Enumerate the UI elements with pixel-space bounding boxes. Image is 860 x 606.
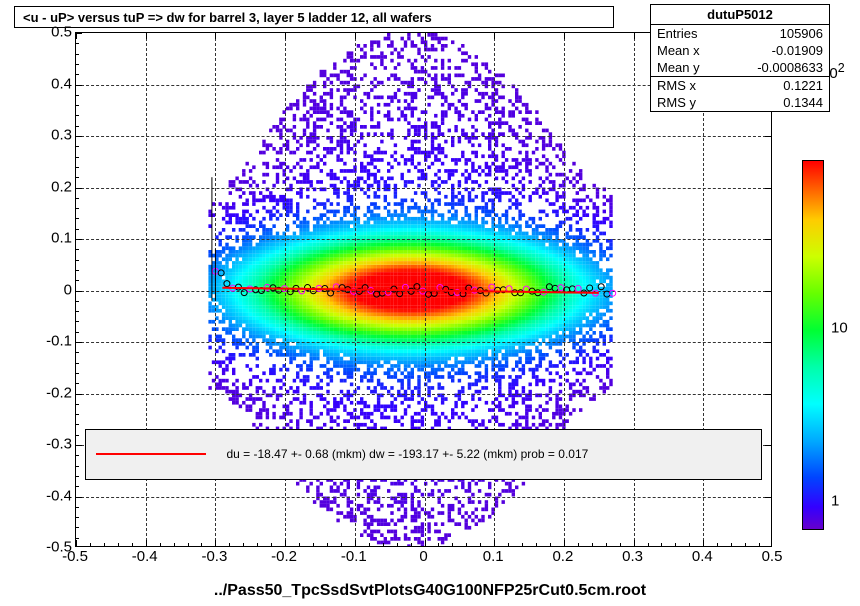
stats-rmsx-value: 0.1221 (783, 78, 823, 93)
x-tick-label: -0.1 (341, 548, 367, 565)
y-tick-label: 0.4 (32, 75, 72, 92)
y-tick-label: -0.5 (32, 539, 72, 556)
stats-rmsx-label: RMS x (657, 78, 696, 93)
title-text: <u - uP> versus tuP => dw for barrel 3, … (23, 10, 432, 25)
x-tick-label: 0.4 (692, 548, 713, 565)
y-tick-label: -0.2 (32, 384, 72, 401)
fit-legend-text: du = -18.47 +- 0.68 (mkm) dw = -193.17 +… (226, 447, 588, 461)
y-tick-label: 0.1 (32, 230, 72, 247)
y-tick-label: -0.3 (32, 436, 72, 453)
x-tick-label: -0.4 (132, 548, 158, 565)
stats-entries-value: 105906 (780, 26, 823, 41)
y-tick-label: -0.4 (32, 487, 72, 504)
x-tick-label: 0.3 (622, 548, 643, 565)
y-tick-label: 0.3 (32, 127, 72, 144)
y-tick-label: 0 (32, 281, 72, 298)
fit-legend-line-sample (96, 453, 206, 455)
x-tick-label: 0 (419, 548, 427, 565)
stats-panel: dutuP5012 Entries 105906 Mean x -0.01909… (650, 4, 830, 112)
colorbar-exp-value: 2 (838, 61, 845, 75)
fit-legend-box: du = -18.47 +- 0.68 (mkm) dw = -193.17 +… (85, 429, 761, 481)
x-tick-label: 0.1 (483, 548, 504, 565)
stats-meanx-row: Mean x -0.01909 (651, 42, 829, 59)
stats-entries-row: Entries 105906 (651, 25, 829, 42)
stats-meany-label: Mean y (657, 60, 700, 75)
x-tick-label: 0.2 (552, 548, 573, 565)
y-tick-label: -0.1 (32, 333, 72, 350)
stats-meanx-label: Mean x (657, 43, 700, 58)
stats-rmsy-label: RMS y (657, 95, 696, 110)
x-tick-label: -0.3 (201, 548, 227, 565)
x-tick-label: -0.2 (271, 548, 297, 565)
stats-meany-row: Mean y -0.0008633 (651, 59, 829, 76)
x-axis-title: ../Pass50_TpcSsdSvtPlotsG40G100NFP25rCut… (214, 582, 646, 600)
colorbar-tick-label: 10 (831, 319, 848, 336)
chart-title: <u - uP> versus tuP => dw for barrel 3, … (14, 6, 614, 28)
y-tick-label: 0.5 (32, 24, 72, 41)
stats-rmsy-value: 0.1344 (783, 95, 823, 110)
colorbar: 102 110 (802, 160, 824, 530)
stats-entries-label: Entries (657, 26, 697, 41)
stats-name: dutuP5012 (651, 5, 829, 25)
stats-rmsx-row: RMS x 0.1221 (651, 76, 829, 94)
colorbar-tick-label: 1 (831, 493, 839, 510)
y-tick-label: 0.2 (32, 178, 72, 195)
stats-meany-value: -0.0008633 (757, 60, 823, 75)
stats-meanx-value: -0.01909 (772, 43, 823, 58)
x-tick-label: 0.5 (762, 548, 783, 565)
stats-rmsy-row: RMS y 0.1344 (651, 94, 829, 111)
